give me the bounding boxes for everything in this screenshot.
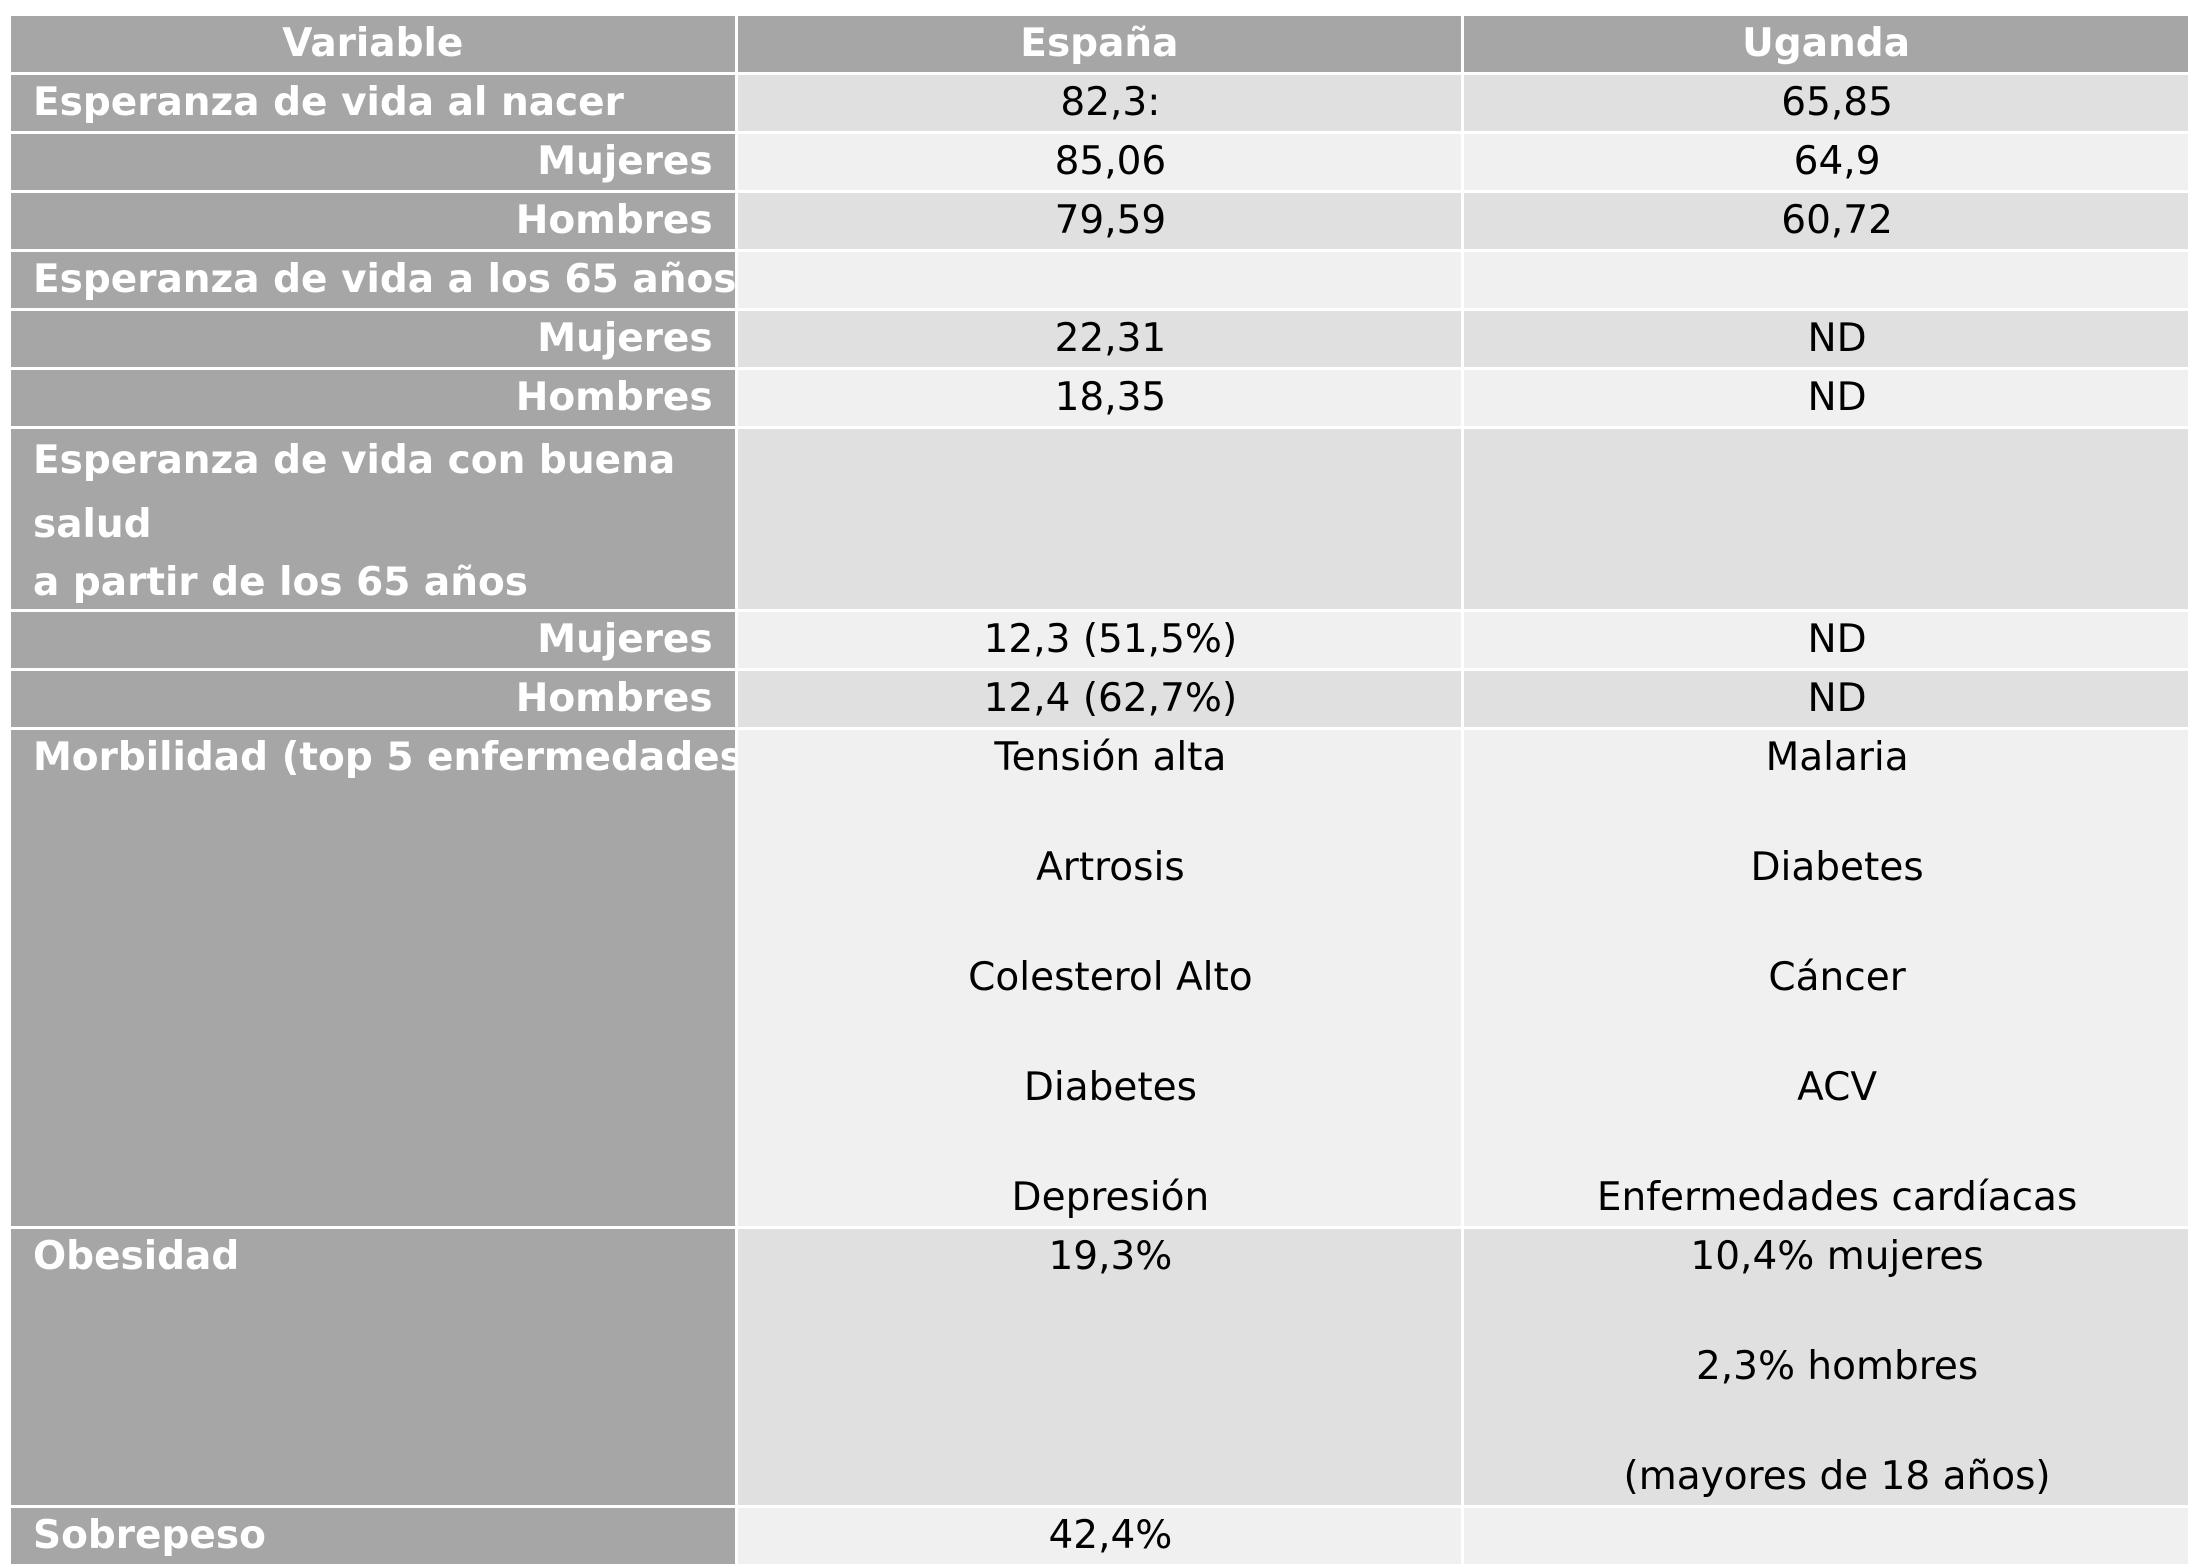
espana-value: 18,35 xyxy=(737,370,1462,426)
row-label: Mujeres xyxy=(11,311,735,367)
header-espana: España xyxy=(737,16,1462,72)
uganda-value-list: Malaria Diabetes Cáncer ACV Enfermedades… xyxy=(1464,730,2188,1226)
row-label: Mujeres xyxy=(11,612,735,668)
health-comparison-table: Variable España Uganda Esperanza de vida… xyxy=(8,13,2191,1567)
list-item: ACV xyxy=(1797,1065,1878,1110)
espana-value: 79,59 xyxy=(737,193,1462,249)
uganda-value: ND xyxy=(1464,612,2188,668)
table-row: Esperanza de vida a los 65 años xyxy=(11,252,2188,308)
row-label: Sobrepeso xyxy=(11,1508,735,1564)
table-row: Mujeres 85,06 64,9 xyxy=(11,134,2188,190)
table-row: Hombres 18,35 ND xyxy=(11,370,2188,426)
espana-value-list: Tensión alta Artrosis Colesterol Alto Di… xyxy=(737,730,1462,1226)
header-variable: Variable xyxy=(11,16,735,72)
row-label: Mujeres xyxy=(11,134,735,190)
espana-value: 19,3% xyxy=(737,1229,1462,1505)
header-uganda: Uganda xyxy=(1464,16,2188,72)
row-label: Hombres xyxy=(11,193,735,249)
table-row: Morbilidad (top 5 enfermedades) Tensión … xyxy=(11,730,2188,1226)
uganda-value xyxy=(1464,429,2188,609)
list-item: Diabetes xyxy=(1023,1065,1197,1110)
espana-value xyxy=(737,429,1462,609)
row-label: Hombres xyxy=(11,370,735,426)
list-item: 2,3% hombres xyxy=(1695,1344,1979,1389)
row-label: Esperanza de vida al nacer xyxy=(11,75,735,131)
uganda-value: 64,9 xyxy=(1464,134,2188,190)
list-item: Depresión xyxy=(1011,1175,1210,1220)
espana-value: 12,3 (51,5%) xyxy=(737,612,1462,668)
table-row: Esperanza de vida con buena salud a part… xyxy=(11,429,2188,609)
table-row: Sobrepeso 42,4% xyxy=(11,1508,2188,1564)
row-label: Esperanza de vida con buena salud a part… xyxy=(11,429,735,609)
uganda-value xyxy=(1464,252,2188,308)
list-item: Tensión alta xyxy=(994,735,1227,780)
uganda-value: 65,85 xyxy=(1464,75,2188,131)
list-item: Colesterol Alto xyxy=(968,955,1253,1000)
row-label-line: a partir de los 65 años xyxy=(33,560,529,605)
table-row: Esperanza de vida al nacer 82,3: 65,85 xyxy=(11,75,2188,131)
espana-value: 42,4% xyxy=(737,1508,1462,1564)
uganda-value: ND xyxy=(1464,671,2188,727)
header-row: Variable España Uganda xyxy=(11,16,2188,72)
uganda-value: 60,72 xyxy=(1464,193,2188,249)
list-item: 10,4% mujeres xyxy=(1690,1234,1984,1279)
table-row: Mujeres 12,3 (51,5%) ND xyxy=(11,612,2188,668)
espana-value: 82,3: xyxy=(737,75,1462,131)
espana-value: 22,31 xyxy=(737,311,1462,367)
row-label: Obesidad xyxy=(11,1229,735,1505)
table-row: Hombres 12,4 (62,7%) ND xyxy=(11,671,2188,727)
list-item: Diabetes xyxy=(1750,845,1924,890)
list-item: Cáncer xyxy=(1768,955,1906,1000)
row-label: Hombres xyxy=(11,671,735,727)
list-item: Artrosis xyxy=(1036,845,1185,890)
row-label: Esperanza de vida a los 65 años xyxy=(11,252,735,308)
espana-value xyxy=(737,252,1462,308)
list-item: Malaria xyxy=(1765,735,1909,780)
row-label-line: Esperanza de vida con buena salud xyxy=(33,438,676,547)
list-item: Enfermedades cardíacas xyxy=(1596,1175,2078,1220)
uganda-value: ND xyxy=(1464,370,2188,426)
table-row: Obesidad 19,3% 10,4% mujeres 2,3% hombre… xyxy=(11,1229,2188,1505)
uganda-value xyxy=(1464,1508,2188,1564)
uganda-value: ND xyxy=(1464,311,2188,367)
espana-value: 12,4 (62,7%) xyxy=(737,671,1462,727)
row-label: Morbilidad (top 5 enfermedades) xyxy=(11,730,735,1226)
uganda-value-list: 10,4% mujeres 2,3% hombres (mayores de 1… xyxy=(1464,1229,2188,1505)
table-row: Hombres 79,59 60,72 xyxy=(11,193,2188,249)
list-item: (mayores de 18 años) xyxy=(1623,1454,2051,1499)
table-row: Mujeres 22,31 ND xyxy=(11,311,2188,367)
espana-value: 85,06 xyxy=(737,134,1462,190)
